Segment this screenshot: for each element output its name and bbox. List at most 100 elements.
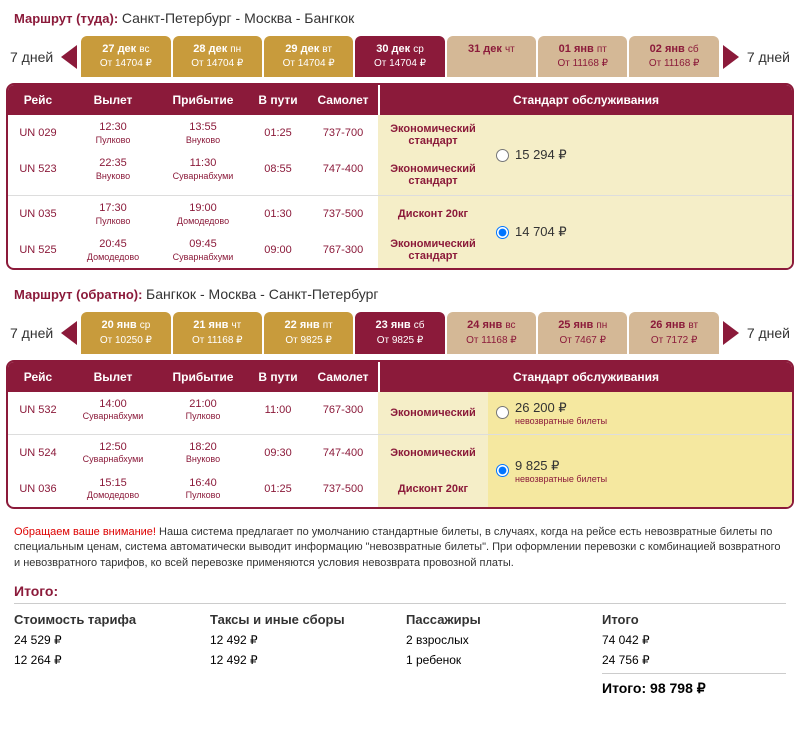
nav-days-right: 7 дней — [743, 49, 794, 65]
flight-row: UN 03517:30Пулково19:00Домодедово01:3073… — [8, 196, 378, 232]
outbound-route-header: Маршрут (туда): Санкт-Петербург - Москва… — [6, 6, 794, 30]
flight-num: UN 525 — [8, 244, 68, 256]
th-dur: В пути — [248, 362, 308, 392]
service-col: ЭкономическийДисконт 20кг9 825 ₽невозвра… — [378, 435, 792, 507]
outbound-dates: 27 дек всОт 14704 ₽28 дек пнОт 14704 ₽29… — [81, 36, 719, 77]
flight-row: UN 03615:15Домодедово16:40Пулково01:2573… — [8, 471, 378, 507]
service-label: Экономический — [378, 392, 488, 434]
service-price[interactable]: 15 294 ₽ — [488, 115, 792, 195]
return-tbody: UN 53214:00Суварнабхуми21:00Пулково11:00… — [8, 392, 792, 507]
flight-group: UN 03517:30Пулково19:00Домодедово01:3073… — [8, 196, 792, 268]
next-week-arrow[interactable] — [723, 321, 739, 345]
price-radio[interactable] — [496, 464, 509, 477]
flight-group: UN 53214:00Суварнабхуми21:00Пулково11:00… — [8, 392, 792, 435]
nav-days-left: 7 дней — [6, 49, 57, 65]
flight-group: UN 52412:50Суварнабхуми18:20Внуково09:30… — [8, 435, 792, 507]
dur: 09:30 — [248, 447, 308, 459]
totals-head-total: Итого — [602, 612, 786, 627]
dur: 01:25 — [248, 483, 308, 495]
arr: 11:30Суварнабхуми — [158, 157, 248, 181]
flight-group: UN 02912:30Пулково13:55Внуково01:25737-7… — [8, 115, 792, 196]
plane: 737-500 — [308, 483, 378, 495]
flight-num: UN 532 — [8, 404, 68, 416]
dep: 12:50Суварнабхуми — [68, 441, 158, 465]
totals: Итого: Стоимость тарифаТаксы и иные сбор… — [6, 575, 794, 705]
date-tab[interactable]: 20 янв срОт 10250 ₽ — [81, 312, 170, 353]
flight-row: UN 02912:30Пулково13:55Внуково01:25737-7… — [8, 115, 378, 151]
prev-week-arrow[interactable] — [61, 321, 77, 345]
plane: 767-300 — [308, 244, 378, 256]
date-tab[interactable]: 24 янв всОт 11168 ₽ — [447, 312, 536, 353]
nav-days-right: 7 дней — [743, 325, 794, 341]
dep: 14:00Суварнабхуми — [68, 398, 158, 422]
price-radio[interactable] — [496, 149, 509, 162]
th-arr: Прибытие — [158, 362, 248, 392]
service-col: Экономический26 200 ₽невозвратные билеты — [378, 392, 792, 434]
dur: 11:00 — [248, 404, 308, 416]
date-tab[interactable]: 31 дек чт — [447, 36, 536, 77]
totals-cell: 1 ребенок — [406, 653, 590, 667]
flight-num: UN 035 — [8, 208, 68, 220]
totals-cell: 24 529 ₽ — [14, 633, 198, 647]
flight-row: UN 52322:35Внуково11:30Суварнабхуми08:55… — [8, 151, 378, 187]
date-tab[interactable]: 02 янв сбОт 11168 ₽ — [629, 36, 718, 77]
prev-week-arrow[interactable] — [61, 45, 77, 69]
return-table: Рейс Вылет Прибытие В пути Самолет Станд… — [6, 360, 794, 509]
date-tab[interactable]: 26 янв втОт 7172 ₽ — [629, 312, 718, 353]
date-tab[interactable]: 01 янв птОт 11168 ₽ — [538, 36, 627, 77]
service-price[interactable]: 14 704 ₽ — [488, 196, 792, 268]
plane: 747-400 — [308, 447, 378, 459]
return-route: Бангкок - Москва - Санкт-Петербург — [146, 286, 378, 302]
arr: 13:55Внуково — [158, 121, 248, 145]
flight-num: UN 036 — [8, 483, 68, 495]
date-tab[interactable]: 27 дек всОт 14704 ₽ — [81, 36, 170, 77]
price-radio[interactable] — [496, 226, 509, 239]
return-dates: 20 янв срОт 10250 ₽21 янв чтОт 11168 ₽22… — [81, 312, 719, 353]
dep: 17:30Пулково — [68, 202, 158, 226]
arr: 09:45Суварнабхуми — [158, 238, 248, 262]
next-week-arrow[interactable] — [723, 45, 739, 69]
return-thead: Рейс Вылет Прибытие В пути Самолет Станд… — [8, 362, 792, 392]
outbound-date-nav: 7 дней 27 дек всОт 14704 ₽28 дек пнОт 14… — [6, 36, 794, 77]
service-price[interactable]: 26 200 ₽невозвратные билеты — [488, 392, 792, 434]
dur: 01:25 — [248, 127, 308, 139]
totals-cell: 12 264 ₽ — [14, 653, 198, 667]
totals-head-tariff: Стоимость тарифа — [14, 612, 198, 627]
flight-search-results: Маршрут (туда): Санкт-Петербург - Москва… — [0, 0, 800, 711]
flight-num: UN 029 — [8, 127, 68, 139]
service-label: Экономическийстандарт — [378, 155, 488, 195]
flight-row: UN 52520:45Домодедово09:45Суварнабхуми09… — [8, 232, 378, 268]
date-tab[interactable]: 29 дек втОт 14704 ₽ — [264, 36, 353, 77]
plane: 747-400 — [308, 163, 378, 175]
service-col: ЭкономическийстандартЭкономическийстанда… — [378, 115, 792, 195]
date-tab[interactable]: 21 янв чтОт 11168 ₽ — [173, 312, 262, 353]
outbound-label: Маршрут (туда): — [14, 11, 118, 26]
outbound-tbody: UN 02912:30Пулково13:55Внуково01:25737-7… — [8, 115, 792, 268]
date-tab[interactable]: 23 янв сбОт 9825 ₽ — [355, 312, 444, 353]
date-tab[interactable]: 30 дек срОт 14704 ₽ — [355, 36, 444, 77]
price-radio[interactable] — [496, 406, 509, 419]
service-label: Экономический — [378, 435, 488, 471]
nav-days-left: 7 дней — [6, 325, 57, 341]
plane: 737-700 — [308, 127, 378, 139]
date-tab[interactable]: 25 янв пнОт 7467 ₽ — [538, 312, 627, 353]
arr: 19:00Домодедово — [158, 202, 248, 226]
dep: 15:15Домодедово — [68, 477, 158, 501]
outbound-table: Рейс Вылет Прибытие В пути Самолет Станд… — [6, 83, 794, 270]
service-label: Экономическийстандарт — [378, 115, 488, 155]
service-label: Экономическийстандарт — [378, 232, 488, 268]
service-label: Дисконт 20кг — [378, 471, 488, 507]
outbound-route: Санкт-Петербург - Москва - Бангкок — [122, 10, 354, 26]
dur: 08:55 — [248, 163, 308, 175]
service-price[interactable]: 9 825 ₽невозвратные билеты — [488, 435, 792, 507]
return-label: Маршрут (обратно): — [14, 287, 142, 302]
service-label: Дисконт 20кг — [378, 196, 488, 232]
arr: 16:40Пулково — [158, 477, 248, 501]
date-tab[interactable]: 28 дек пнОт 14704 ₽ — [173, 36, 262, 77]
price-value: 15 294 ₽ — [515, 147, 567, 162]
totals-cell: 12 492 ₽ — [210, 653, 394, 667]
th-plane: Самолет — [308, 85, 378, 115]
arr: 21:00Пулково — [158, 398, 248, 422]
dep: 12:30Пулково — [68, 121, 158, 145]
date-tab[interactable]: 22 янв птОт 9825 ₽ — [264, 312, 353, 353]
